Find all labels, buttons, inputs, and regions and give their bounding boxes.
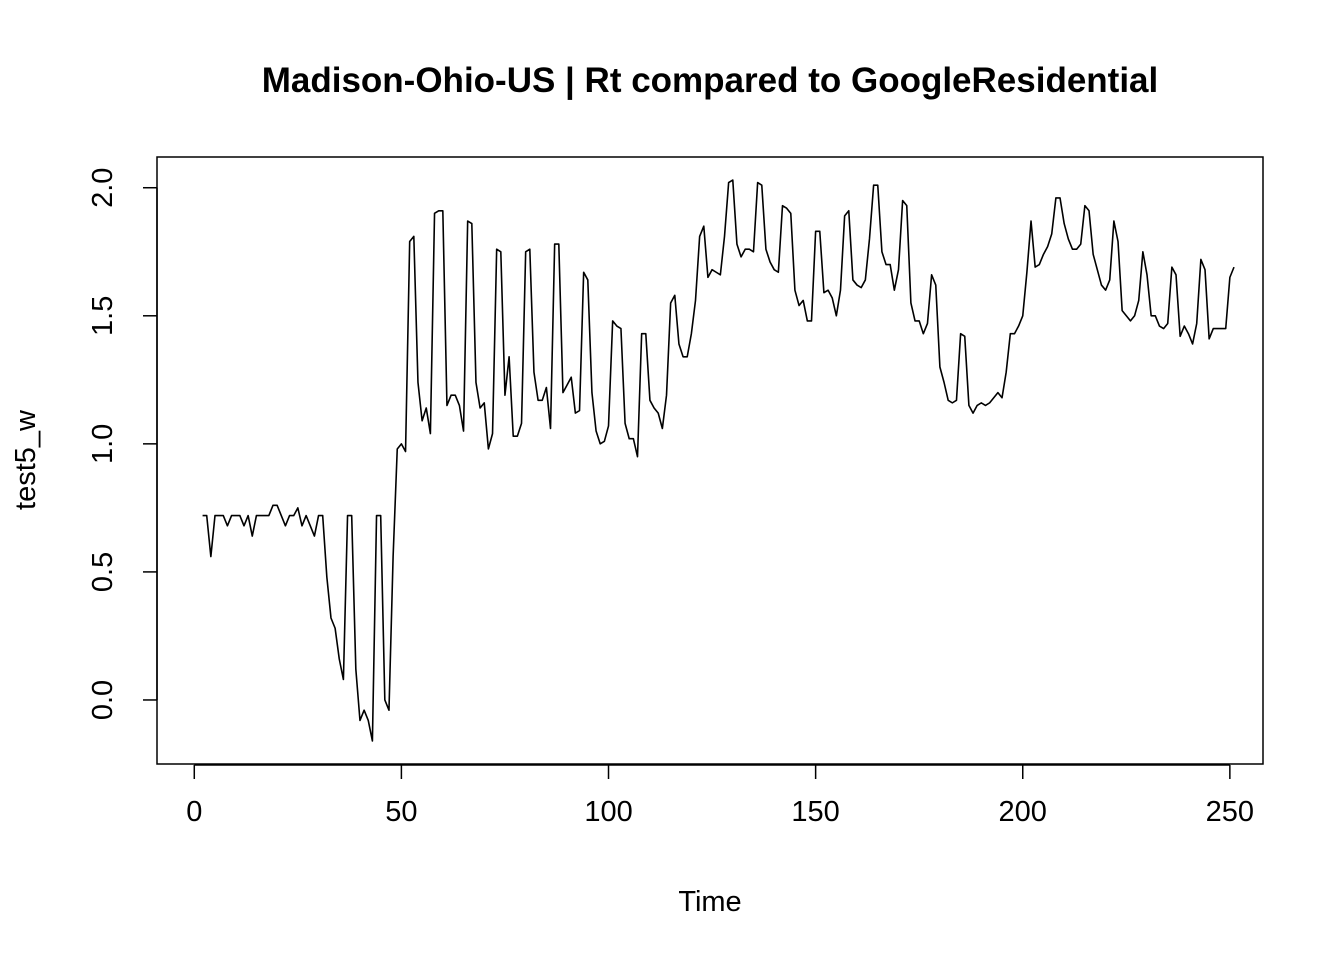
chart-title: Madison-Ohio-US | Rt compared to GoogleR… [262,61,1159,100]
y-tick-label: 0.0 [87,680,119,720]
x-tick-label: 100 [584,796,632,828]
plot-frame [156,156,1264,765]
y-tick-label: 2.0 [87,168,119,208]
x-axis-label: Time [678,886,741,918]
x-axis: 0 50 100 150 200 250 [186,764,1254,828]
series-line [202,179,1235,742]
x-tick-label: 0 [186,796,202,828]
y-tick-label: 1.5 [87,296,119,336]
x-tick-label: 50 [385,796,417,828]
x-tick-label: 250 [1206,796,1254,828]
x-tick-label: 150 [791,796,839,828]
y-tick-label: 1.0 [87,424,119,464]
y-axis-label: test5_w [10,409,42,510]
y-axis: 0.0 0.5 1.0 1.5 2.0 [87,168,158,720]
x-tick-label: 200 [999,796,1047,828]
y-tick-label: 0.5 [87,552,119,592]
